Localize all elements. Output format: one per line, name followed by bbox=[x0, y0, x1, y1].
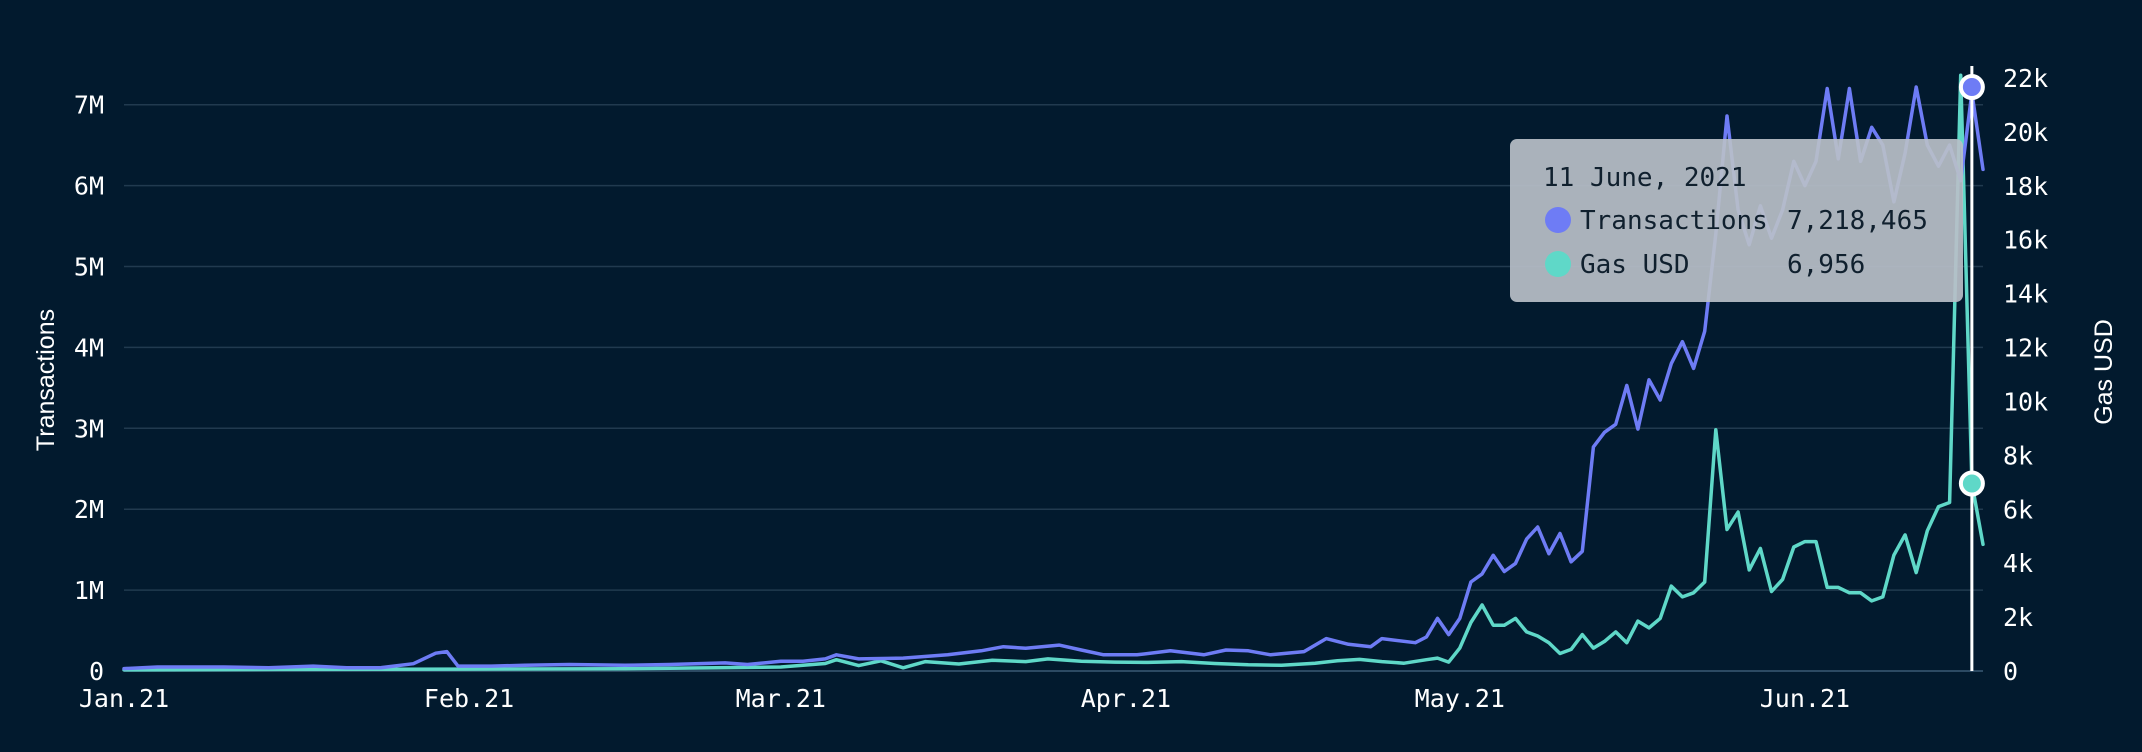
left-tick-label: 7M bbox=[74, 91, 104, 120]
x-tick-label: May.21 bbox=[1415, 684, 1505, 713]
hover-markers bbox=[1958, 74, 1985, 497]
left-tick-label: 2M bbox=[74, 495, 104, 524]
right-axis-ticks: 0 2k 4k 6k 8k 10k 12k 14k 16k 18k 20k 22k bbox=[2003, 64, 2048, 686]
x-tick-label: Jan.21 bbox=[79, 684, 169, 713]
right-tick-label: 6k bbox=[2003, 495, 2033, 524]
right-tick-label: 10k bbox=[2003, 387, 2048, 416]
right-tick-label: 4k bbox=[2003, 549, 2033, 578]
gas-usd-hover-marker bbox=[1958, 470, 1985, 497]
left-axis-title: Transactions bbox=[32, 309, 60, 451]
left-tick-label: 1M bbox=[74, 576, 104, 605]
x-tick-label: Apr.21 bbox=[1081, 684, 1171, 713]
right-tick-label: 14k bbox=[2003, 280, 2048, 309]
tooltip-transactions-value: 7,218,465 bbox=[1787, 206, 1928, 236]
tooltip-box bbox=[1510, 139, 1963, 302]
right-tick-label: 20k bbox=[2003, 118, 2048, 147]
tooltip-gas-swatch bbox=[1545, 251, 1571, 277]
tooltip-transactions-swatch bbox=[1545, 207, 1571, 233]
transactions-hover-marker bbox=[1958, 74, 1985, 101]
right-tick-label: 2k bbox=[2003, 603, 2033, 632]
right-tick-label: 16k bbox=[2003, 226, 2048, 255]
tooltip-date: 11 June, 2021 bbox=[1543, 163, 1747, 193]
left-tick-label: 0 bbox=[89, 657, 104, 686]
tooltip-gas-label: Gas USD bbox=[1580, 250, 1690, 280]
x-tick-label: Jun.21 bbox=[1760, 684, 1850, 713]
right-axis-title: Gas USD bbox=[2090, 319, 2118, 425]
left-tick-label: 5M bbox=[74, 252, 104, 281]
gas-usd-series-line bbox=[122, 73, 1985, 672]
tooltip: 11 June, 2021 Transactions 7,218,465 Gas… bbox=[1510, 139, 1963, 302]
right-tick-label: 18k bbox=[2003, 172, 2048, 201]
x-tick-label: Feb.21 bbox=[424, 684, 514, 713]
right-tick-label: 0 bbox=[2003, 657, 2018, 686]
tooltip-gas-value: 6,956 bbox=[1787, 250, 1865, 280]
tooltip-transactions-label: Transactions bbox=[1580, 206, 1768, 236]
right-tick-label: 22k bbox=[2003, 64, 2048, 93]
left-tick-label: 6M bbox=[74, 172, 104, 201]
left-axis-ticks: 0 1M 2M 3M 4M 5M 6M 7M bbox=[74, 91, 104, 686]
gridlines bbox=[124, 103, 1983, 672]
right-tick-label: 12k bbox=[2003, 334, 2048, 363]
left-tick-label: 3M bbox=[74, 414, 104, 443]
left-tick-label: 4M bbox=[74, 333, 104, 362]
right-tick-label: 8k bbox=[2003, 441, 2033, 470]
x-axis-ticks: Jan.21 Feb.21 Mar.21 Apr.21 May.21 Jun.21 bbox=[79, 684, 1850, 713]
x-tick-label: Mar.21 bbox=[736, 684, 826, 713]
